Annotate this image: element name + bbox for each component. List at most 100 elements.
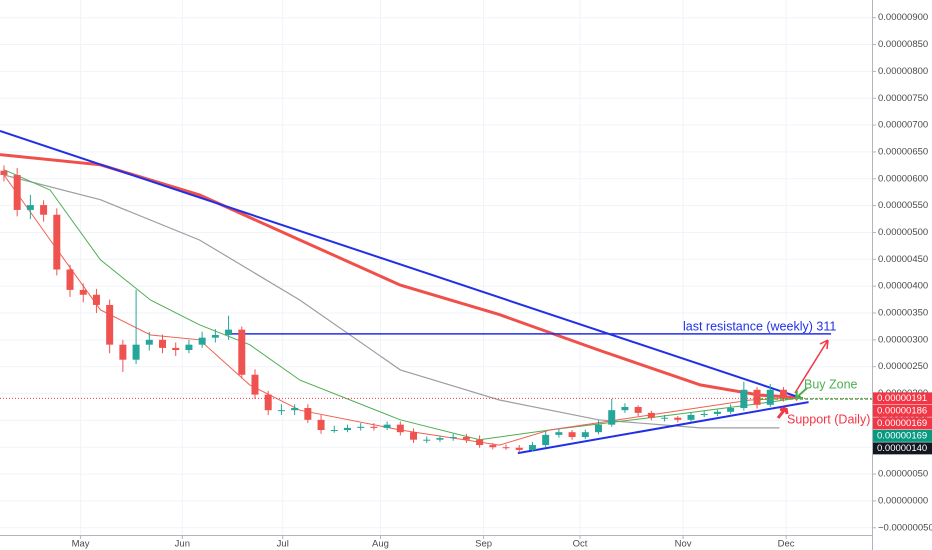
y-tick-label: 0.00000450 <box>878 254 928 265</box>
candle-body <box>661 417 669 419</box>
grid <box>0 0 872 535</box>
line <box>517 401 809 455</box>
candle-body <box>436 438 444 440</box>
annotation: last resistance (weekly) 311 <box>683 319 836 333</box>
candle-body <box>766 389 774 405</box>
y-tick-label: 0.00000250 <box>878 361 928 372</box>
candle-body <box>542 434 550 446</box>
y-tick-label: 0.00000600 <box>878 173 928 184</box>
plot: last resistance (weekly) 311 Buy Zone Supp… <box>0 130 872 455</box>
x-tick-label: Oct <box>573 539 588 550</box>
candle-body <box>238 329 246 375</box>
candle-body <box>634 406 642 413</box>
candle-body <box>423 439 431 441</box>
candle-body <box>145 339 153 345</box>
candle-body <box>330 430 338 432</box>
candle-body <box>343 427 351 431</box>
price-tag-label: 0.00000186 <box>877 405 927 416</box>
y-tick-label: −0.00000050 <box>878 522 932 533</box>
candle-body <box>53 214 61 270</box>
price-tag-label: 0.00000169 <box>877 418 927 429</box>
y-tick-label: 0.00000800 <box>878 66 928 77</box>
candle-body <box>727 408 735 412</box>
candle-body <box>674 417 682 420</box>
x-tick-label: Jul <box>277 539 289 550</box>
x-tick-label: Dec <box>778 539 795 550</box>
price-tag <box>873 429 932 442</box>
candle-body <box>555 432 563 435</box>
candle-body <box>119 344 127 360</box>
candle-body <box>410 432 418 440</box>
candle-body <box>370 426 378 428</box>
candle-body <box>396 424 404 433</box>
candle-body <box>172 347 180 351</box>
y-tick-label: 0.00000300 <box>878 334 928 345</box>
candle-body <box>528 445 536 450</box>
line <box>3 174 780 429</box>
candle-body <box>621 406 629 411</box>
candle-body <box>211 335 219 338</box>
price-tag <box>873 417 932 430</box>
candle-body <box>304 408 312 420</box>
candle-body <box>449 437 457 439</box>
candle-body <box>317 419 325 431</box>
price-tag-label: 0.00000191 <box>877 393 927 404</box>
candle-body <box>383 424 391 428</box>
x-tick-label: Jun <box>175 539 190 550</box>
candle-body <box>595 424 603 433</box>
y-tick-label: 0.00000850 <box>878 39 928 50</box>
y-tick-label: 0.00000050 <box>878 469 928 480</box>
candle-body <box>0 170 8 176</box>
candle-body <box>608 410 616 425</box>
candle-body <box>198 337 206 345</box>
candle-body <box>357 426 365 428</box>
candle-body <box>277 410 285 412</box>
y-tick-label: 0.00000500 <box>878 227 928 238</box>
y-tick-label: 0.00000700 <box>878 120 928 131</box>
price-tag-label: 0.00000169 <box>877 430 927 441</box>
candle-body <box>713 411 721 414</box>
candle-body <box>185 344 193 351</box>
candle-body <box>291 408 299 411</box>
candle-body <box>40 205 48 215</box>
y-tick-label: 0.00000550 <box>878 200 928 211</box>
price-tag <box>873 392 932 405</box>
line <box>0 153 801 400</box>
candle-body <box>66 269 74 290</box>
target-arrow <box>794 339 829 394</box>
y-tick-label: 0.00000900 <box>878 12 928 23</box>
x-tick-label: Aug <box>372 539 389 550</box>
y-tick-label: 0.00000650 <box>878 146 928 157</box>
annotation: Support (Daily) <box>787 412 870 426</box>
candle-body <box>462 437 470 440</box>
candle-body <box>502 447 510 449</box>
support-arrow <box>776 406 789 419</box>
x-tick-label: Sep <box>475 539 492 550</box>
candle-body <box>647 412 655 418</box>
x-tick-label: May <box>72 539 90 550</box>
candle-body <box>476 439 484 446</box>
price-tag <box>873 442 932 455</box>
candle-body <box>264 394 272 411</box>
candle-body <box>753 389 761 405</box>
candle-body <box>700 413 708 416</box>
x-tick-label: Nov <box>675 539 692 550</box>
candle-body <box>132 344 140 360</box>
candle-body <box>79 289 87 295</box>
candle-body <box>106 304 114 345</box>
candle-body <box>581 432 589 438</box>
y-tick-label: 0.00000400 <box>878 281 928 292</box>
candle-body <box>515 447 523 450</box>
candle-body <box>159 339 167 348</box>
candle-body <box>779 389 787 398</box>
line <box>3 169 801 441</box>
candle-body <box>251 374 259 395</box>
y-tick-label: 0.00000350 <box>878 308 928 319</box>
annotation: Buy Zone <box>804 377 858 391</box>
line <box>0 130 802 399</box>
candle-body <box>26 205 34 210</box>
candle-body <box>13 175 21 210</box>
candle-body <box>225 329 233 336</box>
